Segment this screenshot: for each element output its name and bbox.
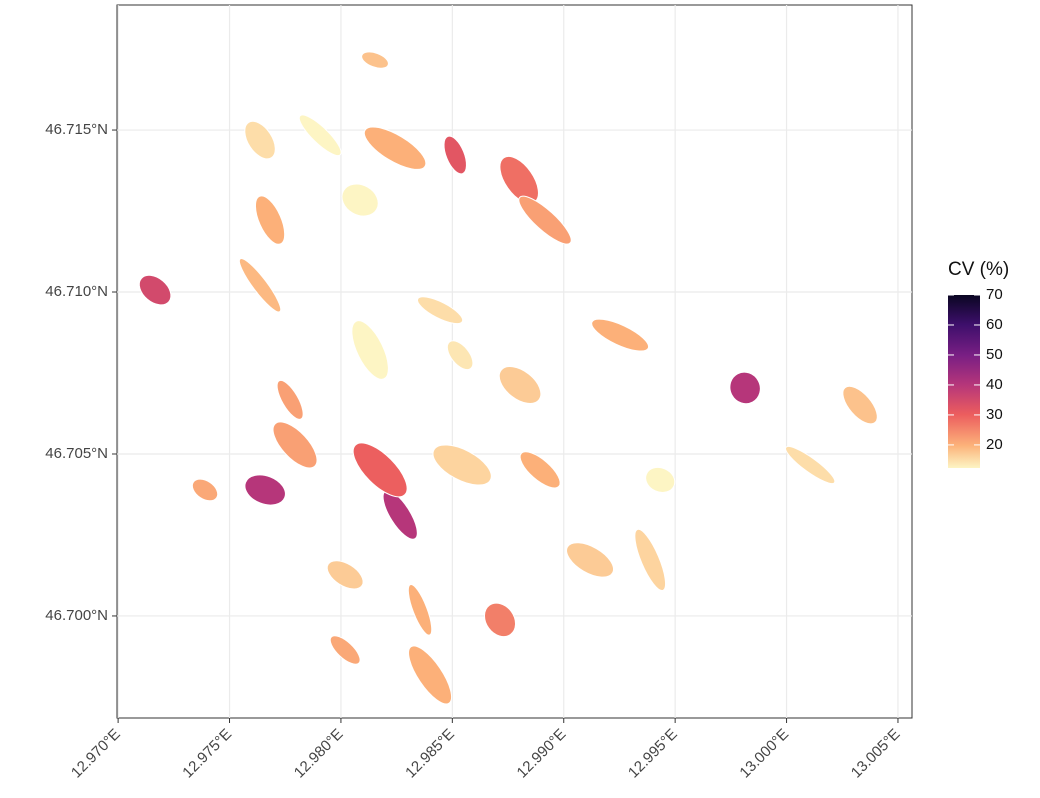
- x-tick-label: 12.975°E: [179, 726, 235, 782]
- field-polygon: [591, 318, 650, 352]
- field-polygon: [484, 602, 517, 638]
- panel: [116, 4, 913, 719]
- field-polygon: [361, 51, 389, 69]
- x-tick-label: 12.995°E: [625, 726, 681, 782]
- x-tick-label: 12.985°E: [402, 726, 458, 782]
- y-tick-label: 46.705°N: [45, 445, 108, 462]
- field-polygon: [276, 379, 304, 420]
- field-polygon: [645, 466, 676, 493]
- field-polygon: [407, 583, 433, 636]
- field-polygon: [351, 320, 389, 380]
- field-polygon: [566, 542, 614, 578]
- field-polygon: [244, 474, 286, 506]
- legend-title: CV (%): [948, 259, 1009, 280]
- field-polygon: [498, 366, 542, 404]
- field-polygon: [352, 442, 408, 498]
- x-tick-label: 13.005°E: [848, 726, 904, 782]
- colorbar-label: 60: [986, 316, 1003, 333]
- field-polygon: [244, 120, 276, 160]
- field-polygon: [408, 645, 453, 705]
- field-polygon: [138, 274, 172, 306]
- field-polygon: [363, 126, 427, 170]
- colorbar-label: 30: [986, 406, 1003, 423]
- x-tick-label: 12.990°E: [514, 726, 570, 782]
- field-polygon: [842, 385, 878, 425]
- colorbar-label: 20: [986, 436, 1003, 453]
- y-tick-label: 46.715°N: [45, 121, 108, 138]
- features: [138, 51, 878, 705]
- field-polygon: [443, 135, 467, 175]
- field-polygon: [341, 183, 379, 217]
- x-tick-label: 12.980°E: [291, 726, 347, 782]
- field-polygon: [729, 371, 761, 405]
- field-polygon: [191, 478, 219, 502]
- field-polygon: [238, 258, 282, 313]
- x-tick-label: 12.970°E: [68, 726, 124, 782]
- field-polygon: [329, 635, 361, 665]
- y-tick-label: 46.710°N: [45, 283, 108, 300]
- field-polygon: [254, 195, 286, 245]
- field-polygon: [518, 195, 572, 245]
- y-tick-label: 46.700°N: [45, 607, 108, 624]
- field-polygon: [785, 445, 836, 485]
- field-polygon: [417, 296, 464, 325]
- field-polygon: [272, 421, 318, 469]
- field-polygon: [326, 560, 364, 590]
- field-polygon: [432, 444, 492, 486]
- colorbar-label: 50: [986, 346, 1003, 363]
- field-polygon: [634, 528, 667, 591]
- colorbar-label: 40: [986, 376, 1003, 393]
- field-polygon: [446, 340, 474, 371]
- x-tick-label: 13.000°E: [736, 726, 792, 782]
- field-polygon: [298, 114, 342, 157]
- colorbar: [948, 295, 980, 468]
- field-polygon: [519, 451, 561, 489]
- colorbar-label: 70: [986, 286, 1003, 303]
